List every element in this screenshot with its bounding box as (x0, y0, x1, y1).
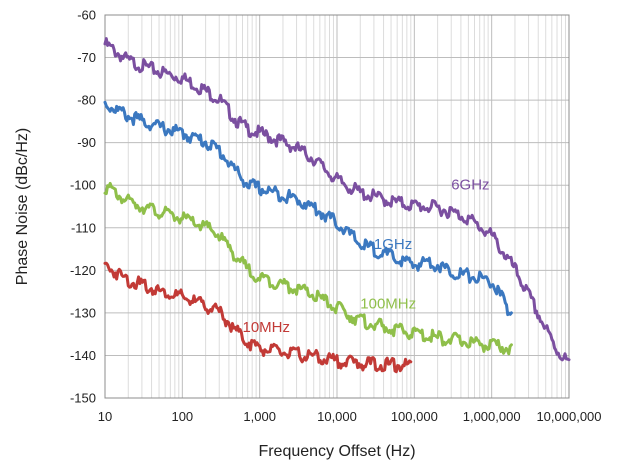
y-tick-label: -110 (71, 220, 96, 235)
x-axis-title: Frequency Offset (Hz) (258, 443, 415, 460)
series-line-10mhz (103, 261, 413, 374)
y-tick-label: -90 (77, 135, 96, 150)
series-lines (103, 37, 571, 374)
series-line-6ghz (103, 37, 571, 362)
y-axis-title: Phase Noise (dBc/Hz) (14, 128, 31, 285)
x-tick-label: 100,000 (391, 409, 438, 424)
x-tick-label: 10,000,000 (536, 409, 601, 424)
x-tick-label: 100 (171, 409, 193, 424)
y-tick-label: -140 (70, 348, 96, 363)
y-tick-labels: -60 -70 -80 -90 -100 -110 -120 -130 -140 -150 (70, 8, 96, 406)
series-label-6ghz: 6GHz (451, 176, 489, 193)
y-tick-label: -100 (70, 178, 96, 193)
minor-gridlines (127, 15, 566, 398)
y-tick-label: -130 (70, 305, 96, 320)
series-line-100mhz (103, 181, 513, 356)
x-tick-label: 10 (98, 409, 112, 424)
x-tick-labels: 10 100 1,000 10,000 100,000 1,000,000 10,000,0… (98, 409, 602, 424)
series-labels: 6GHz 1GHz 100MHz 10MHz (243, 176, 490, 336)
y-tick-label: -60 (77, 8, 96, 23)
series-label-10mhz: 10MHz (243, 319, 291, 336)
y-tick-label: -70 (77, 50, 96, 65)
y-tick-label: -120 (70, 263, 96, 278)
plot-border (104, 14, 570, 399)
series-label-100mhz: 100MHz (360, 296, 416, 313)
x-tick-label: 1,000,000 (463, 409, 521, 424)
series-line-1ghz (103, 100, 513, 317)
x-tick-label: 1,000 (243, 409, 276, 424)
x-tick-label: 10,000 (317, 409, 357, 424)
series-label-1ghz: 1GHz (374, 236, 412, 253)
y-tick-label: -80 (77, 93, 96, 108)
y-tick-label: -150 (70, 391, 96, 406)
